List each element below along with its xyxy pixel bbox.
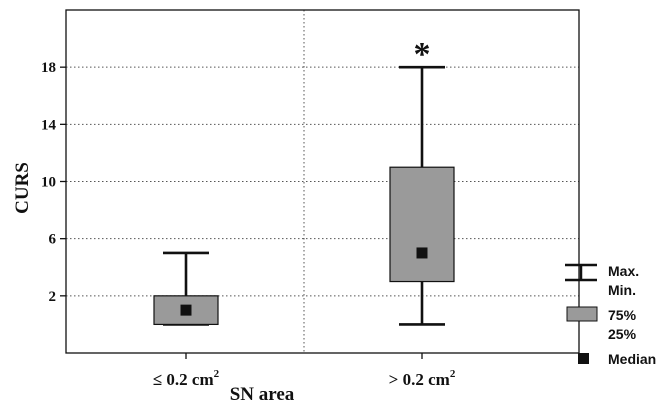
y-tick-label-2: 2: [49, 289, 57, 305]
legend-box-swatch: [566, 306, 598, 322]
legend-label-median: Median: [608, 351, 656, 367]
y-tick-label-18: 18: [41, 60, 56, 76]
y-tick-label-10: 10: [41, 175, 56, 191]
grid-lines: [66, 10, 579, 353]
legend-item-median: Median: [578, 351, 656, 367]
box-group-1: [153, 251, 219, 326]
legend: Max. Min. 75% 25% Median: [565, 263, 656, 367]
x-axis-label: SN area: [230, 384, 295, 405]
box-group-2: *: [389, 36, 455, 326]
x-axis: ≤ 0.2 cm2 > 0.2 cm2: [153, 353, 456, 389]
legend-label-max: Max.: [608, 263, 639, 279]
box-iqr-2: [389, 166, 455, 283]
y-tick-label-14: 14: [41, 117, 57, 133]
legend-median-swatch: [578, 353, 589, 364]
legend-item-box: 75% 25%: [566, 306, 637, 342]
legend-label-min: Min.: [608, 282, 636, 298]
y-axis-label: CURS: [12, 162, 33, 214]
median-marker-1: [180, 304, 192, 316]
box-series: *: [153, 36, 455, 326]
x-tick-label-1: ≤ 0.2 cm2: [153, 368, 220, 389]
legend-label-75: 75%: [608, 307, 637, 323]
legend-item-whisker: Max. Min.: [565, 263, 639, 298]
y-axis: 2 6 10 14 18: [41, 60, 66, 305]
x-tick-label-2: > 0.2 cm2: [389, 368, 456, 389]
median-marker-2: [416, 247, 428, 259]
significance-asterisk-2: *: [414, 36, 431, 73]
y-tick-label-6: 6: [49, 232, 57, 248]
legend-label-25: 25%: [608, 326, 637, 342]
